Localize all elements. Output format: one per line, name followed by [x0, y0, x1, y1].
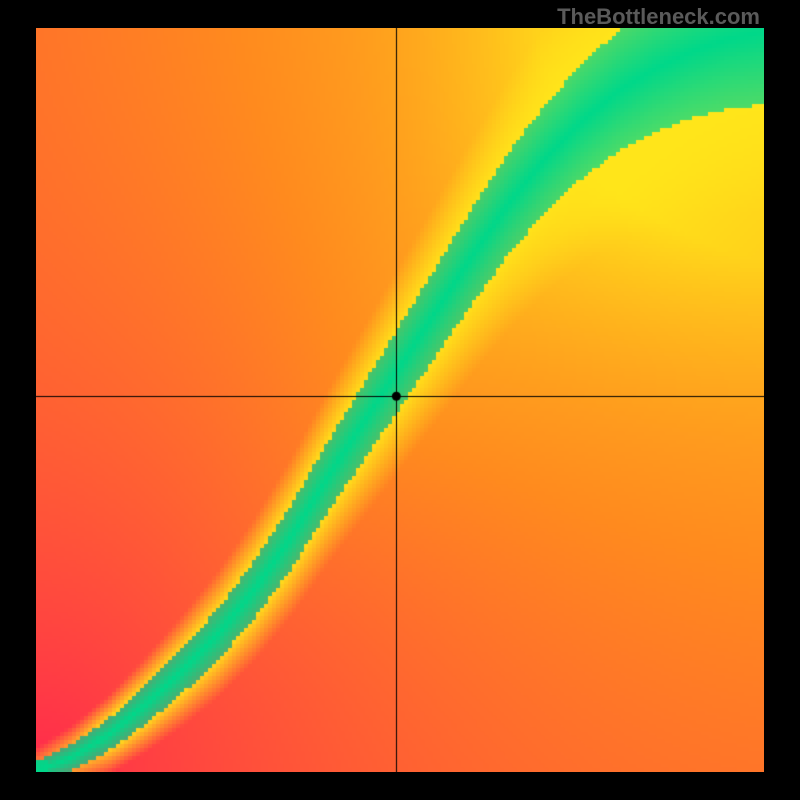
chart-container: TheBottleneck.com	[0, 0, 800, 800]
watermark-text: TheBottleneck.com	[557, 4, 760, 30]
bottleneck-heatmap	[36, 28, 764, 772]
